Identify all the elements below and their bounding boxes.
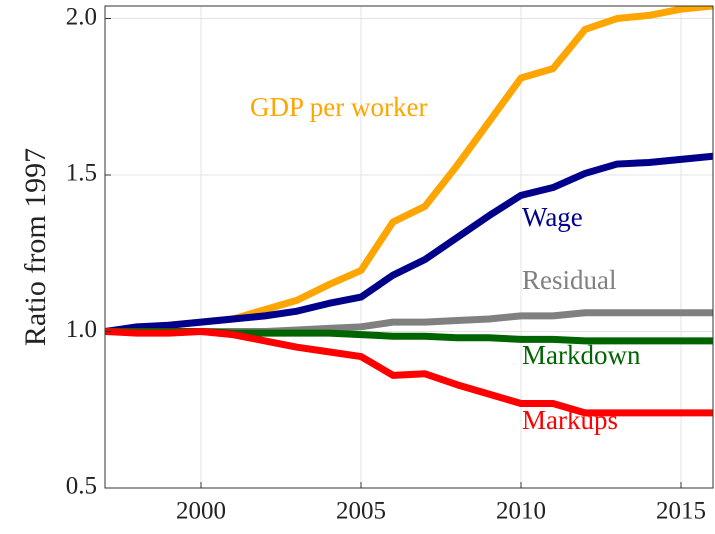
y-tick-label: 1.5 [66,160,97,187]
y-tick-label: 2.0 [66,3,97,30]
y-tick-label: 0.5 [66,473,97,500]
plot-area [105,6,713,417]
series-line [105,152,713,335]
x-tick-label: 2010 [496,498,546,525]
series-line [105,6,713,335]
axes-frame [104,5,714,489]
series-label: GDP per worker [250,92,427,122]
y-axis-label: Ratio from 1997 [19,148,52,346]
series-label: Markups [522,405,618,435]
x-tick-label: 2005 [336,498,386,525]
series-label: Residual [522,265,617,295]
y-tick-label: 1.0 [66,316,97,343]
series-label: Wage [522,202,583,232]
x-tick-label: 2015 [656,498,706,525]
series-line [105,328,713,417]
series-label: Markdown [522,340,641,370]
x-tick-label: 2000 [176,498,226,525]
